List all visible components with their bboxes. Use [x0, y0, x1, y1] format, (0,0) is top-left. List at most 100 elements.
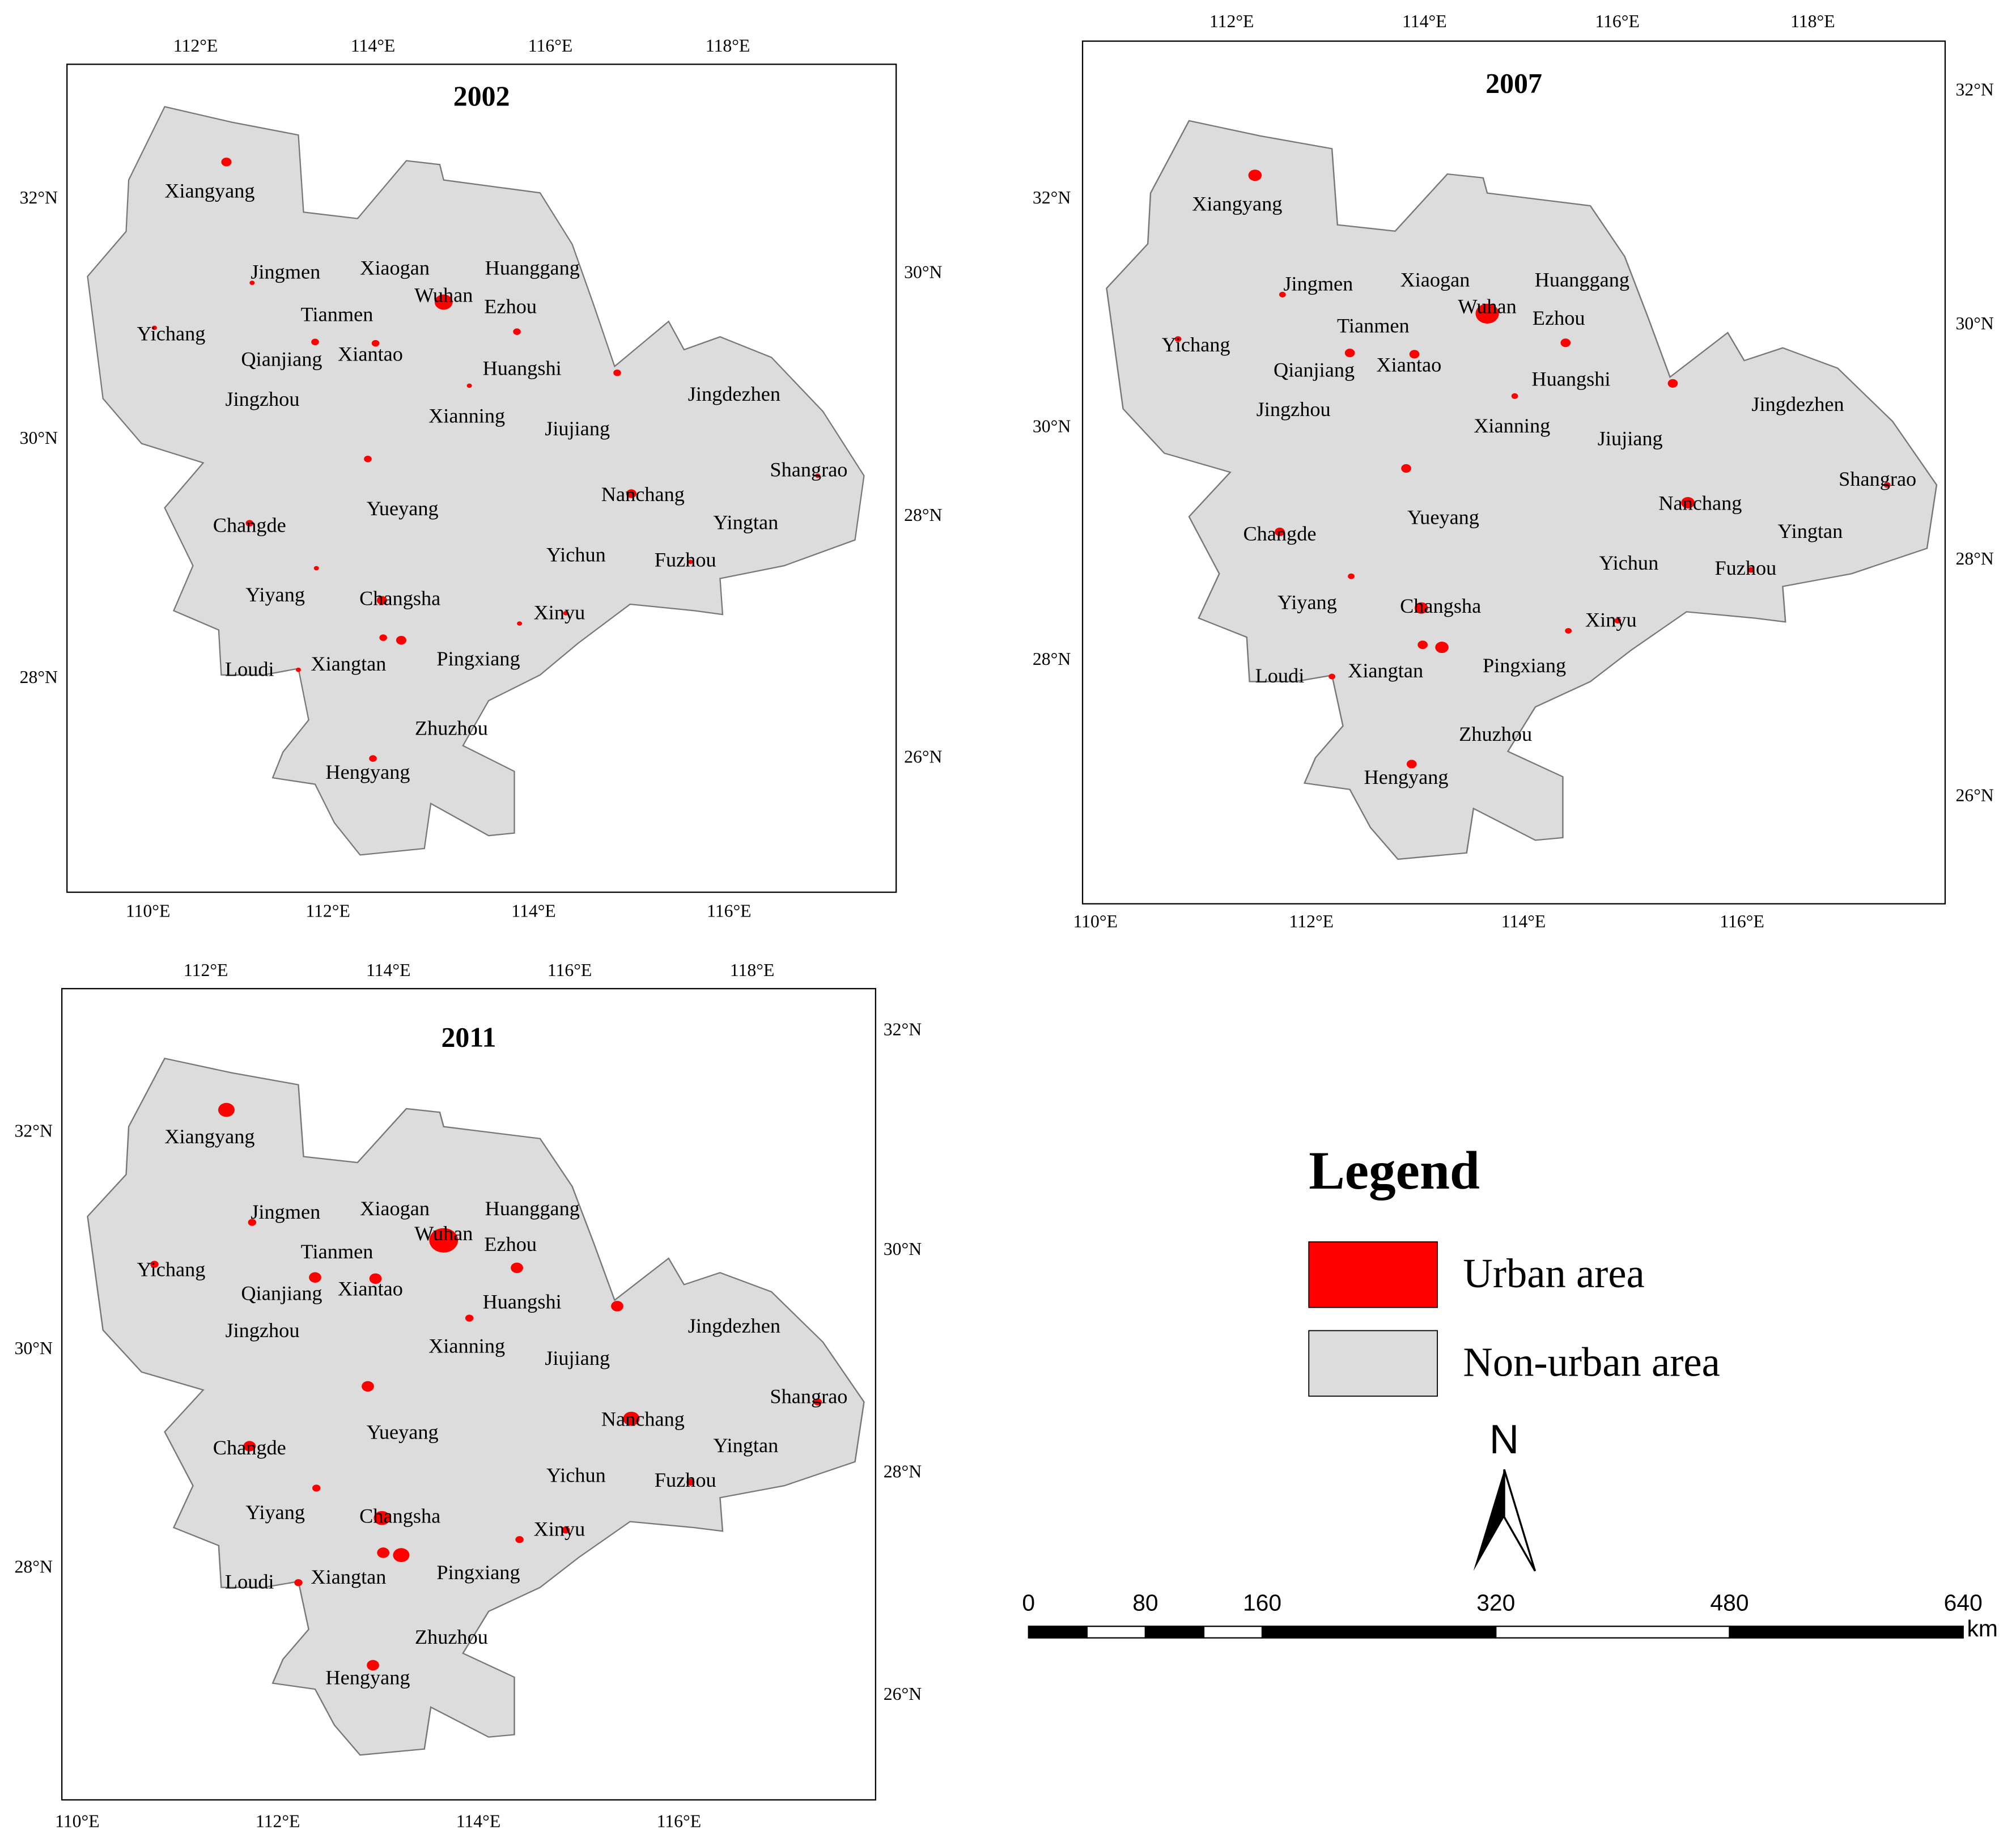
- city-label: Hengyang: [1364, 766, 1448, 788]
- city-label: Qianjiang: [241, 1282, 322, 1305]
- city-label: Xiaogan: [360, 257, 430, 279]
- legend-label: Non-urban area: [1463, 1339, 1720, 1385]
- city-label: Changde: [1243, 522, 1316, 545]
- city-label: Pingxiang: [436, 1561, 520, 1584]
- panel-title: 2002: [453, 80, 510, 112]
- city-label: Fuzhou: [655, 549, 716, 571]
- longitude-label: 110°E: [126, 901, 171, 921]
- city-label: Jingmen: [1283, 272, 1353, 295]
- longitude-label: 116°E: [1595, 11, 1640, 31]
- city-label: Xianning: [428, 1335, 505, 1358]
- city-label: Wuhan: [414, 283, 473, 306]
- urban-patch: [374, 1511, 391, 1525]
- city-label: Xiangtan: [311, 1566, 386, 1588]
- city-label: Pingxiang: [436, 647, 520, 670]
- scale-label: 480: [1710, 1589, 1748, 1615]
- urban-patch: [686, 1478, 695, 1486]
- urban-patch: [151, 325, 157, 330]
- city-label: Jingmen: [251, 1201, 320, 1223]
- urban-patch: [1475, 303, 1499, 324]
- city-label: Zhuzhou: [415, 1626, 488, 1648]
- urban-patch: [371, 340, 380, 347]
- map-frame: [66, 63, 897, 893]
- city-label: Jingdezhen: [688, 383, 780, 405]
- urban-patch: [1275, 527, 1285, 536]
- scale-segment: [1261, 1626, 1497, 1639]
- urban-patch: [376, 596, 387, 605]
- latitude-label: 32°N: [20, 188, 58, 207]
- longitude-label: 116°E: [528, 36, 573, 56]
- longitude-label: 114°E: [1501, 911, 1546, 931]
- city-label: Tianmen: [1337, 314, 1410, 337]
- urban-patch: [218, 1102, 235, 1117]
- city-label: Yiyang: [1277, 591, 1337, 613]
- longitude-label: 112°E: [1289, 911, 1334, 931]
- scale-label: 640: [1944, 1589, 1983, 1615]
- city-label: Changde: [213, 514, 286, 536]
- legend-swatch: [1308, 1241, 1438, 1308]
- urban-patch: [248, 1219, 257, 1226]
- longitude-label: 112°E: [184, 960, 228, 980]
- latitude-label: 28°N: [1033, 649, 1071, 669]
- latitude-label: 30°N: [15, 1338, 53, 1358]
- city-label: Huanggang: [485, 257, 580, 279]
- city-label: Yueyang: [367, 497, 439, 520]
- urban-patch: [396, 635, 407, 645]
- city-label: Huanggang: [485, 1197, 580, 1220]
- city-label: Xiangyang: [1192, 192, 1282, 215]
- city-label: Tianmen: [301, 303, 374, 325]
- latitude-label: 26°N: [884, 1684, 922, 1704]
- north-arrow-right: [1503, 1469, 1537, 1572]
- urban-patch: [611, 1301, 623, 1312]
- urban-patch: [515, 1536, 524, 1543]
- scale-label: 320: [1476, 1589, 1515, 1615]
- longitude-label: 118°E: [706, 36, 750, 56]
- longitude-label: 118°E: [730, 960, 775, 980]
- city-label: Xiantao: [338, 343, 403, 366]
- city-label: Xiaogan: [360, 1197, 430, 1220]
- urban-patch: [1248, 169, 1262, 181]
- urban-patch: [623, 1411, 640, 1426]
- map-frame: [61, 988, 877, 1801]
- urban-patch: [465, 1314, 474, 1322]
- city-label: Wuhan: [1458, 295, 1516, 318]
- urban-patch: [1435, 642, 1449, 654]
- city-label: Yichang: [137, 322, 205, 345]
- scale-segment: [1086, 1626, 1147, 1639]
- longitude-label: 114°E: [511, 901, 556, 921]
- city-label: Yingtan: [1777, 520, 1843, 542]
- city-label: Hengyang: [325, 761, 410, 783]
- urban-patch: [379, 634, 387, 641]
- urban-patch: [311, 338, 319, 346]
- city-label: Yingtan: [713, 511, 778, 534]
- scale-segment: [1495, 1626, 1730, 1639]
- longitude-label: 112°E: [256, 1812, 300, 1831]
- urban-patch: [245, 520, 254, 527]
- city-label: Nanchang: [601, 1407, 685, 1430]
- latitude-label: 26°N: [1955, 786, 1993, 805]
- scale-label: 0: [1022, 1589, 1035, 1615]
- city-label: Huanggang: [1535, 269, 1629, 291]
- urban-patch: [312, 1484, 321, 1492]
- city-label: Shangrao: [770, 1385, 847, 1407]
- latitude-label: 30°N: [904, 262, 942, 282]
- city-label: Nanchang: [601, 483, 685, 506]
- longitude-label: 116°E: [657, 1812, 702, 1831]
- city-label: Xiantao: [1376, 354, 1441, 376]
- city-label: Jingzhou: [1257, 398, 1331, 421]
- city-label: Yueyang: [367, 1421, 439, 1444]
- city-label: Ezhou: [484, 295, 537, 318]
- urban-patch: [513, 328, 521, 335]
- longitude-label: 116°E: [1720, 911, 1764, 931]
- city-label: Shangrao: [1839, 468, 1916, 490]
- city-label: Tianmen: [301, 1240, 374, 1263]
- city-label: Yichang: [137, 1258, 205, 1281]
- city-label: Changde: [213, 1436, 286, 1459]
- city-label: Xianning: [1474, 414, 1550, 437]
- latitude-label: 32°N: [1033, 188, 1071, 207]
- city-label: Xiangyang: [164, 1125, 254, 1148]
- urban-patch: [309, 1272, 321, 1283]
- city-label: Changsha: [1400, 595, 1481, 617]
- urban-patch: [1747, 567, 1755, 573]
- city-label: Jingdezhen: [1751, 393, 1844, 415]
